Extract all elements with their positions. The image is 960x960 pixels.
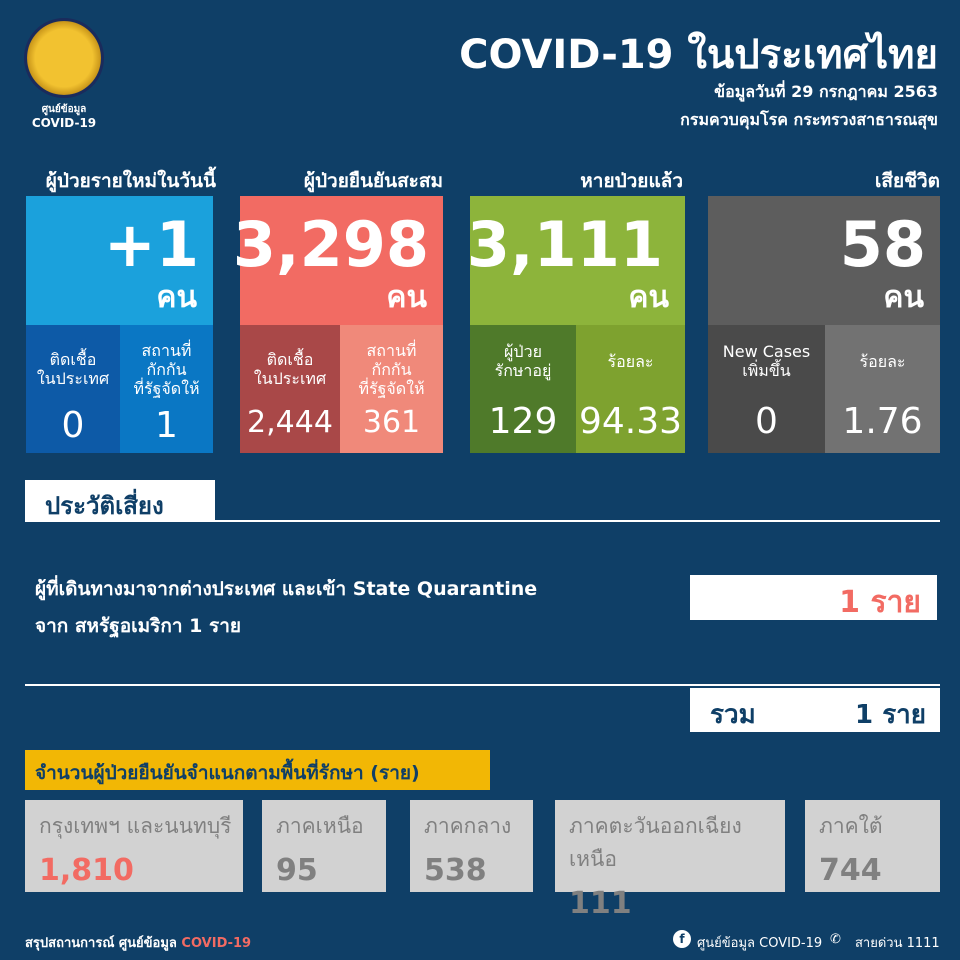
in-treatment-panel: ผู้ป่วย รักษาอยู่ 129: [470, 325, 576, 453]
facebook-icon: f: [673, 930, 691, 948]
in-treatment-value: 129: [488, 401, 558, 442]
confirmed-heading: ผู้ป่วยยืนยันสะสม: [303, 170, 443, 192]
phone-icon: ✆: [830, 932, 841, 947]
region-north: ภาคเหนือ 95: [262, 800, 386, 892]
confirmed-value: 3,298: [232, 208, 429, 281]
footer-summary-text: สรุปสถานการณ์ ศูนย์ข้อมูล: [25, 936, 177, 951]
region-value: 744: [819, 853, 882, 888]
death-percent-value: 1.76: [842, 401, 923, 442]
region-value: 1,810: [39, 853, 134, 888]
new-cases-heading: ผู้ป่วยรายใหม่ในวันนี้: [45, 170, 216, 192]
recovered-value: 3,111: [466, 208, 663, 281]
unit-label: คน: [386, 280, 427, 315]
logo-caption: ศูนย์ข้อมูล: [41, 104, 87, 115]
death-percent-panel: ร้อยละ 1.76: [825, 325, 940, 453]
region-value: 95: [276, 853, 318, 888]
region-northeast: ภาคตะวันออกเฉียงเหนือ 111: [555, 800, 785, 921]
region-name: ภาคเหนือ: [276, 814, 364, 838]
risk-origin: จาก สหรัฐอเมริกา 1 ราย: [35, 615, 241, 637]
region-name: ภาคตะวันออกเฉียงเหนือ: [569, 814, 742, 871]
thai-government-seal-logo: [24, 18, 104, 98]
recovered-percent-value: 94.33: [578, 401, 683, 442]
new-deaths-panel: New Cases เพิ่มขึ้น 0: [708, 325, 825, 453]
region-south: ภาคใต้ 744: [805, 800, 940, 892]
local-infection-panel: ติดเชื้อ ในประเทศ 0: [26, 325, 120, 453]
label: รักษาอยู่: [494, 361, 552, 380]
divider: [25, 684, 940, 686]
label: ติดเชื้อ: [266, 350, 314, 369]
deaths-heading: เสียชีวิต: [874, 170, 940, 192]
facebook-page[interactable]: ศูนย์ข้อมูล COVID-19: [697, 936, 823, 951]
recovered-heading: หายป่วยแล้ว: [580, 170, 683, 192]
report-date: ข้อมูลวันที่ 29 กรกฎาคม 2563: [714, 82, 938, 101]
local-infection-value: 2,444: [247, 405, 333, 440]
unit-label: คน: [883, 280, 924, 315]
label: เพิ่มขึ้น: [742, 361, 791, 380]
label: ร้อยละ: [859, 351, 906, 371]
label: กักกัน: [371, 359, 412, 379]
region-name: ภาคใต้: [819, 814, 883, 838]
label: สถานที่: [141, 340, 192, 360]
state-quarantine-panel: สถานที่ กักกัน ที่รัฐจัดให้ 361: [340, 325, 443, 453]
new-deaths-value: 0: [755, 401, 778, 442]
local-infection-panel: ติดเชื้อ ในประเทศ 2,444: [240, 325, 340, 453]
state-quarantine-panel: สถานที่ กักกัน ที่รัฐจัดให้ 1: [120, 325, 213, 453]
unit-label: คน: [156, 280, 197, 315]
region-central: ภาคกลาง 538: [410, 800, 533, 892]
label: ติดเชื้อ: [49, 350, 97, 369]
recovered-card: 3,111 คน ผู้ป่วย รักษาอยู่ 129 ร้อยละ 94.33: [466, 196, 685, 453]
risk-history-heading: ประวัติเสี่ยง: [25, 480, 215, 522]
label: ร้อยละ: [607, 351, 654, 371]
state-quarantine-value: 361: [362, 405, 421, 440]
label: New Cases: [722, 342, 811, 361]
risk-description: ผู้ที่เดินทางมาจากต่างประเทศ และเข้า Sta…: [35, 578, 538, 600]
page-title: COVID-19 ในประเทศไทย: [459, 32, 938, 78]
label: ในประเทศ: [253, 369, 327, 388]
deaths-value: 58: [839, 208, 926, 281]
region-bangkok: กรุงเทพฯ และนนทบุรี 1,810: [25, 800, 243, 892]
label: ผู้ป่วย: [504, 342, 542, 361]
divider: [215, 520, 940, 522]
label: กักกัน: [146, 359, 187, 379]
label: ที่รัฐจัดให้: [358, 378, 425, 398]
total-box: รวม 1 ราย: [690, 688, 940, 732]
confirmed-card: 3,298 คน ติดเชื้อ ในประเทศ 2,444 สถานที่ กัก…: [233, 196, 443, 453]
total-value: 1 ราย: [855, 700, 926, 730]
label: สถานที่: [366, 340, 417, 360]
label: ในประเทศ: [36, 369, 110, 388]
region-value: 538: [424, 853, 487, 888]
state-quarantine-value: 1: [155, 405, 178, 446]
footer-summary-accent: COVID-19: [181, 936, 252, 951]
hotline: สายด่วน 1111: [855, 936, 940, 951]
logo-caption-covid: COVID-19: [31, 116, 97, 130]
footer-summary: สรุปสถานการณ์ ศูนย์ข้อมูล COVID-19: [25, 932, 251, 953]
total-label: รวม: [710, 700, 756, 730]
label: ที่รัฐจัดให้: [133, 378, 200, 398]
risk-count: 1 ราย: [690, 575, 937, 620]
deaths-card: 58 คน New Cases เพิ่มขึ้น 0 ร้อยละ 1.76: [708, 196, 940, 453]
new-cases-card: +1 คน ติดเชื้อ ในประเทศ 0 สถานที่ กักกัน ที่ร…: [26, 196, 213, 453]
region-name: ภาคกลาง: [424, 814, 512, 838]
region-value: 111: [569, 886, 632, 921]
report-source: กรมควบคุมโรค กระทรวงสาธารณสุข: [680, 110, 938, 129]
unit-label: คน: [628, 280, 669, 315]
recovered-percent-panel: ร้อยละ 94.33: [576, 325, 685, 453]
local-infection-value: 0: [61, 405, 85, 446]
region-name: กรุงเทพฯ และนนทบุรี: [39, 814, 232, 838]
new-cases-value: +1: [103, 208, 199, 281]
regions-banner: จำนวนผู้ป่วยยืนยันจำแนกตามพื้นที่รักษา (…: [25, 750, 490, 790]
